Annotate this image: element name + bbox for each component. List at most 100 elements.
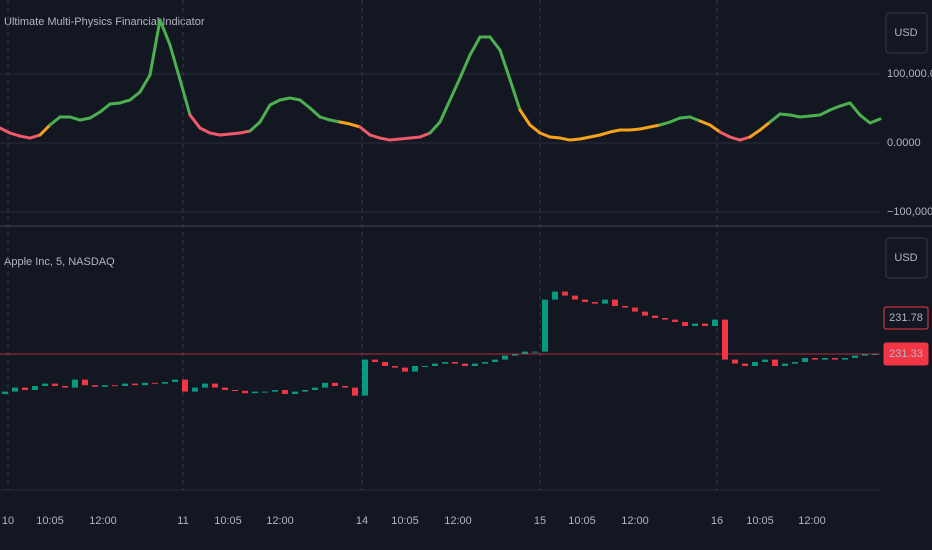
indicator-segment: [648, 123, 662, 129]
candle: [352, 387, 358, 396]
candle: [342, 386, 348, 388]
indicator-segment: [108, 101, 122, 106]
candle: [62, 386, 68, 388]
candle: [162, 382, 168, 384]
indicator-segment: [88, 110, 102, 120]
candle: [452, 362, 458, 364]
indicator-segment: [208, 131, 222, 137]
indicator-segment: [488, 35, 502, 52]
indicator-segment: [658, 120, 672, 127]
candle: [722, 319, 728, 360]
x-tick-label: 12:00: [89, 515, 117, 527]
candle: [252, 391, 258, 394]
indicator-segment: [318, 115, 332, 122]
candle: [842, 358, 848, 360]
candle: [762, 359, 768, 362]
candle: [772, 359, 778, 366]
indicator-segment: [98, 102, 112, 114]
candle: [462, 363, 468, 366]
candle: [322, 382, 328, 388]
candle: [42, 383, 48, 386]
currency-box[interactable]: [885, 237, 928, 279]
candle: [612, 299, 618, 306]
x-tick-label: 12:00: [266, 515, 294, 527]
indicator-segment: [438, 98, 452, 124]
candle: [222, 387, 228, 390]
candle: [512, 354, 518, 356]
candle: [202, 383, 208, 388]
candle: [522, 351, 528, 354]
indicator-segment: [308, 106, 322, 119]
candle: [372, 359, 378, 362]
candle: [782, 363, 788, 366]
candle: [102, 385, 108, 387]
indicator-segment: [578, 135, 592, 141]
indicator-segment: [218, 132, 232, 137]
candle: [132, 383, 138, 386]
x-tick-label: 10:05: [391, 515, 419, 527]
candle: [492, 359, 498, 362]
indicator-segment: [508, 78, 522, 112]
indicator-title: Ultimate Multi-Physics Financial Indicat…: [4, 16, 205, 28]
x-tick-label: 10:05: [746, 515, 774, 527]
candle: [122, 383, 128, 386]
indicator-segment: [368, 133, 382, 140]
indicator-segment: [668, 116, 682, 124]
candle: [292, 391, 298, 394]
indicator-segment: [328, 118, 342, 124]
indicator-segment: [708, 123, 722, 134]
indicator-segment: [408, 135, 422, 140]
indicator-segment: [78, 116, 92, 122]
indicator-segment: [748, 128, 762, 139]
indicator-segment: [518, 108, 532, 127]
indicator-segment: [18, 134, 32, 140]
indicator-segment: [778, 112, 792, 117]
indicator-segment: [128, 90, 142, 102]
candle: [2, 391, 8, 394]
candle: [732, 359, 738, 364]
candle: [592, 302, 598, 304]
candle: [662, 318, 668, 320]
candle: [82, 379, 88, 386]
currency-box[interactable]: [885, 12, 928, 54]
x-tick-label: 10: [2, 515, 14, 527]
indicator-segment: [598, 130, 612, 137]
price-marker: [883, 342, 929, 366]
currency-label: USD: [894, 27, 917, 39]
indicator-segment: [198, 126, 212, 135]
indicator-segment: [118, 98, 132, 105]
indicator-segment: [868, 117, 882, 125]
candle: [282, 390, 288, 394]
candle: [802, 358, 808, 362]
indicator-segment: [788, 113, 802, 119]
candle: [192, 387, 198, 392]
indicator-segment: [538, 131, 552, 139]
candle: [442, 362, 448, 364]
indicator-segment: [348, 122, 362, 129]
indicator-segment: [818, 108, 832, 117]
x-tick-label: 10:05: [214, 515, 242, 527]
candle: [182, 379, 188, 392]
candle: [312, 387, 318, 390]
candle: [602, 299, 608, 304]
x-tick-label: 10:05: [568, 515, 596, 527]
indicator-segment: [718, 130, 732, 139]
candle: [542, 299, 548, 352]
indicator-segment: [698, 119, 712, 127]
indicator-segment: [678, 115, 692, 120]
candle: [642, 311, 648, 316]
indicator-segment: [558, 136, 572, 142]
indicator-segment: [638, 125, 652, 131]
candle: [272, 390, 278, 392]
candle: [622, 306, 628, 308]
indicator-segment: [148, 18, 162, 77]
indicator-segment: [798, 114, 812, 119]
candle: [682, 322, 688, 326]
indicator-segment: [838, 101, 852, 108]
candle: [472, 363, 478, 366]
indicator-segment: [588, 133, 602, 139]
indicator-segment: [568, 137, 582, 142]
candle: [422, 366, 428, 367]
